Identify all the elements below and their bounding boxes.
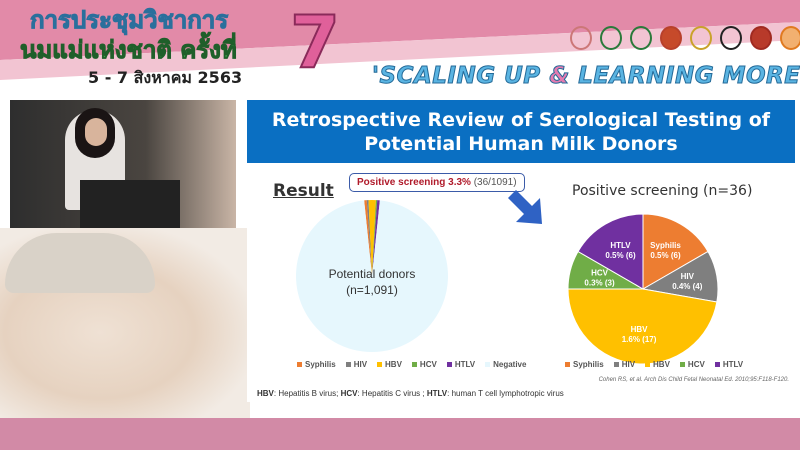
pie-slice-hbv [567,288,718,365]
slogan: 'SCALING UP & LEARNING MORE' [371,62,800,90]
legend-swatch [645,362,651,368]
legend-swatch [565,362,570,368]
fn: : Hepatitis B virus; [273,389,341,398]
logo-icon [600,26,622,50]
slide-title: Retrospective Review of Serological Test… [247,100,795,163]
conference-title-line2: นมแม่แห่งชาติ ครั้งที่ [20,36,238,65]
logo-icon [750,26,772,50]
result-heading: Result [273,181,334,201]
pie-slice-htlv [577,213,644,290]
legend-item: HBV [377,360,402,369]
chart2-title: Positive screening (n=36) [572,183,753,199]
slide-title-line1: Retrospective Review of Serological Test… [271,109,771,131]
slice-value-label: 0.5% (6) [605,251,636,260]
pie-slice-htlv [372,200,380,276]
logo-icon [630,26,652,50]
fn: HTLV [426,389,448,398]
slice-value-label: 0.3% (3) [584,278,615,287]
positive-screening-callout: Positive screening 3.3% (36/1091) [349,173,525,192]
legend-item: HTLV [714,360,743,369]
legend-swatch [446,362,452,368]
slice-label: HIV [681,272,695,281]
slogan-part: LEARNING MORE' [569,63,800,90]
callout-bold: Positive screening 3.3% [357,177,471,188]
logo-icon [780,26,800,50]
slice-value-label: 0.5% (6) [650,251,681,260]
legend-item: Negative [485,360,526,369]
chart2-legend: Syphilis HIV HBV HCV HTLV [565,360,743,369]
pie-slice-hbv [368,200,376,276]
legend-item: HIV [613,360,635,369]
logo-icon [690,26,712,50]
fn: HBV [257,389,274,398]
pie-slice-syphilis [642,213,709,290]
legend-item: HCV [411,360,437,369]
pie-slice-negative [296,200,448,353]
slice-label: Syphilis [650,241,681,250]
conference-number: 7 [289,0,341,84]
logo-icon [720,26,742,50]
legend-swatch [714,362,720,368]
slide-title-line2: Potential Human Milk Donors [364,133,678,155]
logo-icon [570,26,592,50]
slice-label: HTLV [610,241,631,250]
speaker-video [10,100,236,228]
sponsor-logos [570,26,800,50]
abbreviation-footnote: HBV: Hepatitis B virus; HCV: Hepatitis C… [257,389,564,399]
pie-slice-syphilis [364,200,372,276]
legend-item: HTLV [446,360,475,369]
bottom-band [0,418,800,450]
presentation-slide: Retrospective Review of Serological Test… [247,100,795,402]
fn: : human T cell lymphotropic virus [447,389,564,398]
legend-swatch [377,362,383,368]
legend-item: Syphilis [565,360,604,369]
slice-value-label: 1.6% (17) [622,335,657,344]
fn: HCV [340,389,358,398]
chart1-legend: Syphilis HIV HBV HCV HTLV Negative [297,360,526,369]
pie-slice-hcv [372,200,378,276]
conference-banner: การประชุมวิชาการ นมแม่แห่งชาติ ครั้งที่ … [0,0,800,100]
conference-title-line1: การประชุมวิชาการ [29,6,229,35]
legend-swatch [485,362,491,368]
pie-center-label: Potential donors [329,267,416,281]
legend-item: HIV [345,360,367,369]
conference-dates: 5 - 7 สิงหาคม 2563 [88,68,243,87]
slice-label: HCV [591,268,609,277]
slogan-part: 'SCALING UP [371,63,550,90]
legend-swatch [613,362,619,368]
callout-rest: (36/1091) [470,177,517,188]
slice-label: HBV [631,325,649,334]
citation: Cohen RS, et al. Arch Dis Child Fetal Ne… [598,377,789,383]
arrow-icon [508,190,542,224]
pie-center-label: (n=1,091) [346,283,398,297]
fn: : Hepatitis C virus ; [357,389,427,398]
child-photo [0,228,250,418]
legend-swatch [297,362,302,368]
legend-swatch [345,362,351,368]
pie-slice-hiv [366,200,372,276]
slogan-amp: & [549,63,570,90]
legend-item: Syphilis [297,360,336,369]
slice-value-label: 0.4% (4) [672,282,703,291]
legend-item: HBV [645,360,670,369]
legend-item: HCV [679,360,705,369]
legend-swatch [411,362,417,368]
legend-swatch [679,362,685,368]
logo-icon [660,26,682,50]
